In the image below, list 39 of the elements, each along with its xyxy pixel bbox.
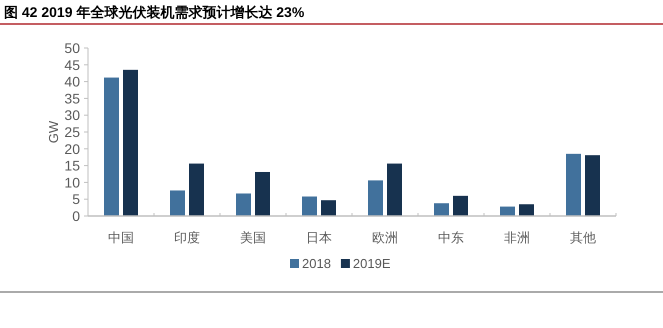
x-tick-label: 中国 <box>108 230 134 245</box>
y-tick-label: 50 <box>64 40 80 56</box>
y-tick-label: 20 <box>64 140 80 157</box>
legend-label: 2018 <box>302 256 331 271</box>
y-tick-label: 45 <box>64 56 80 73</box>
y-tick-label: 15 <box>64 158 80 174</box>
y-tick-label: 5 <box>72 191 80 208</box>
bar <box>170 190 185 216</box>
x-tick-label: 日本 <box>306 230 332 245</box>
y-axis-title: GW <box>46 120 61 144</box>
chart-title: 图 42 2019 年全球光伏装机需求预计增长达 23% <box>4 4 305 20</box>
x-tick-label: 欧洲 <box>372 230 398 245</box>
x-tick-label: 美国 <box>240 230 266 245</box>
bar <box>434 203 449 216</box>
bar <box>321 200 336 216</box>
y-tick-label: 30 <box>64 107 80 124</box>
bar <box>585 155 600 216</box>
bar <box>255 172 270 216</box>
bar <box>368 180 383 216</box>
x-tick-label: 中东 <box>438 230 464 245</box>
y-tick-label: 10 <box>64 174 80 190</box>
bar <box>519 204 534 216</box>
bar <box>566 154 581 216</box>
y-tick-label: 40 <box>64 74 80 90</box>
x-tick-label: 非洲 <box>504 230 530 245</box>
y-tick-label: 25 <box>64 124 80 140</box>
x-tick-label: 其他 <box>570 230 596 245</box>
y-tick-label: 35 <box>64 90 80 106</box>
bar <box>123 70 138 216</box>
bar <box>302 196 317 216</box>
x-tick-label: 印度 <box>174 230 200 245</box>
legend-label: 2019E <box>352 256 391 271</box>
bar <box>189 164 204 216</box>
y-tick-label: 0 <box>72 208 80 224</box>
bar <box>236 193 251 216</box>
bar <box>387 164 402 216</box>
bar <box>104 78 119 216</box>
bar <box>453 196 468 216</box>
bar <box>500 206 515 216</box>
